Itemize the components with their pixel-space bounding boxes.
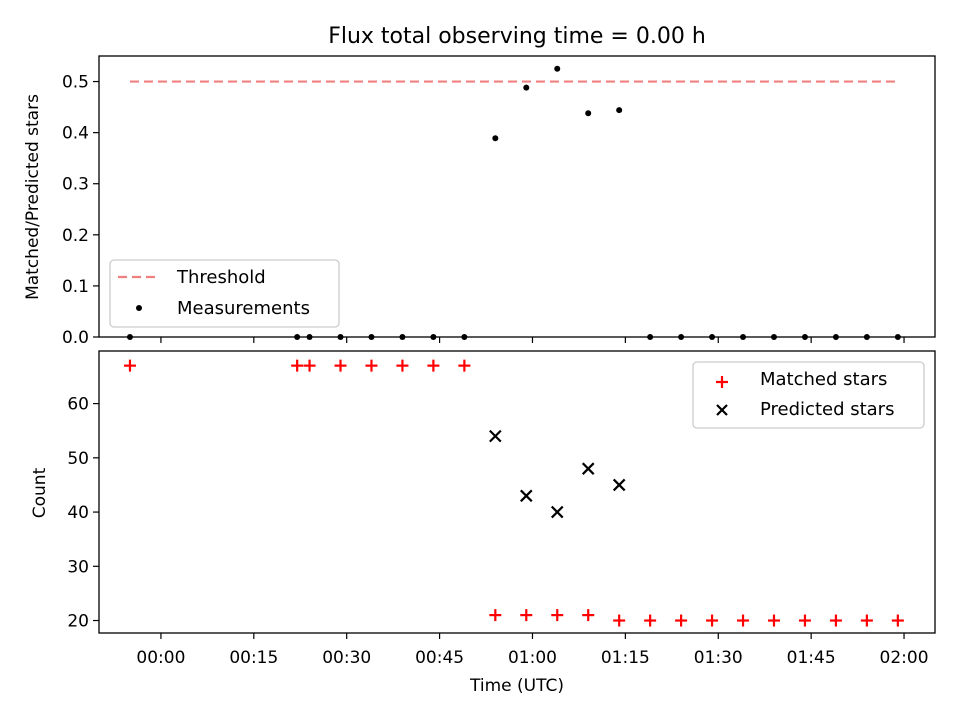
matched-star-marker xyxy=(829,614,842,627)
x-tick-label: 01:15 xyxy=(601,648,650,668)
predicted-x-b xyxy=(550,505,564,519)
x-tick-label: 01:30 xyxy=(694,648,743,668)
x-tick-label: 00:30 xyxy=(322,648,371,668)
matched-star-marker xyxy=(675,614,688,627)
x-tick-label: 02:00 xyxy=(880,648,929,668)
matched-star-marker xyxy=(334,359,347,372)
matched-star-marker xyxy=(860,614,873,627)
predicted-star-marker xyxy=(520,489,533,503)
bottom-panel: 20 30 40 50 60 00:00 00:15 00:30 00:45 01:00 01:15… xyxy=(30,350,936,696)
matched-star-marker xyxy=(291,359,304,372)
matched-star-marker xyxy=(520,609,533,622)
top-y-tick-label: 0.4 xyxy=(62,124,89,144)
predicted-x-b xyxy=(612,478,626,492)
legend-measurements-swatch xyxy=(136,305,142,311)
bottom-y-tick-label: 60 xyxy=(67,395,89,415)
legend-matched-swatch xyxy=(716,376,728,388)
measurement-point xyxy=(523,84,530,91)
x-tick-label: 00:00 xyxy=(136,648,185,668)
matched-star-marker xyxy=(644,614,657,627)
legend-measurements-label: Measurements xyxy=(177,298,310,319)
legend-matched-label: Matched stars xyxy=(760,369,887,390)
x-tick-label: 00:15 xyxy=(229,648,278,668)
predicted-star-marker xyxy=(489,429,502,443)
matched-star-marker xyxy=(489,609,502,622)
predicted-star-marker xyxy=(550,505,564,519)
top-y-tick-label: 0.5 xyxy=(62,73,89,93)
matched-star-marker xyxy=(303,359,316,372)
bottom-y-tick-label: 50 xyxy=(67,449,89,469)
top-y-tick-label: 0.0 xyxy=(62,328,89,348)
bottom-axes-frame xyxy=(98,350,936,634)
matched-star-marker xyxy=(123,359,136,372)
top-axes: 0.0 0.1 0.2 0.3 0.4 0.5 xyxy=(62,73,905,348)
top-legend-box xyxy=(109,259,340,328)
predicted-x-b xyxy=(581,462,595,475)
measurement-point xyxy=(616,107,623,114)
matched-star-marker xyxy=(798,614,811,627)
bottom-axes: 20 30 40 50 60 00:00 00:15 00:30 00:45 01:00 01:15… xyxy=(67,395,928,668)
matched-star-marker xyxy=(737,614,750,627)
matched-star-marker xyxy=(891,614,904,627)
x-tick-label: 00:45 xyxy=(415,648,464,668)
matched-star-marker xyxy=(427,359,440,372)
top-marks xyxy=(126,65,901,340)
matched-star-marker xyxy=(458,359,471,372)
top-y-tick-label: 0.2 xyxy=(62,226,89,246)
matched-star-marker xyxy=(767,614,780,627)
bottom-legend-box xyxy=(692,361,925,429)
measurement-point xyxy=(492,135,499,142)
top-y-axis-label: Matched/Predicted stars xyxy=(23,94,43,300)
top-y-tick-label: 0.1 xyxy=(62,277,89,297)
matched-star-marker xyxy=(613,614,626,627)
bottom-marks xyxy=(123,359,904,627)
predicted-x-b xyxy=(489,429,502,443)
predicted-x-b xyxy=(520,489,533,503)
top-legend: Threshold Measurements xyxy=(109,259,340,328)
bottom-y-tick-label: 30 xyxy=(67,557,89,577)
chart-title: Flux total observing time = 0.00 h xyxy=(328,24,706,49)
legend-threshold-label: Threshold xyxy=(176,267,266,288)
matched-star-marker xyxy=(396,359,409,372)
legend-predicted-label: Predicted stars xyxy=(760,399,894,420)
matched-star-marker xyxy=(582,609,595,622)
x-axis-label: Time (UTC) xyxy=(469,676,564,696)
legend-predicted-swatch xyxy=(716,404,728,416)
matched-star-marker xyxy=(706,614,719,627)
measurement-point xyxy=(585,110,592,117)
predicted-star-marker xyxy=(612,478,626,492)
bottom-y-tick-label: 40 xyxy=(67,503,89,523)
x-tick-label: 01:00 xyxy=(508,648,557,668)
bottom-y-axis-label: Count xyxy=(30,467,50,518)
measurement-point xyxy=(554,65,561,72)
top-axes-frame xyxy=(98,55,936,338)
bottom-y-tick-label: 20 xyxy=(67,612,89,632)
top-y-tick-label: 0.3 xyxy=(62,175,89,195)
bottom-legend: Matched stars Predicted stars xyxy=(692,361,925,429)
top-panel: Flux total observing time = 0.00 h 0.00.… xyxy=(23,24,936,348)
matched-star-marker xyxy=(551,609,564,622)
x-tick-label: 01:45 xyxy=(787,648,836,668)
predicted-star-marker xyxy=(581,462,595,475)
matched-star-marker xyxy=(365,359,378,372)
